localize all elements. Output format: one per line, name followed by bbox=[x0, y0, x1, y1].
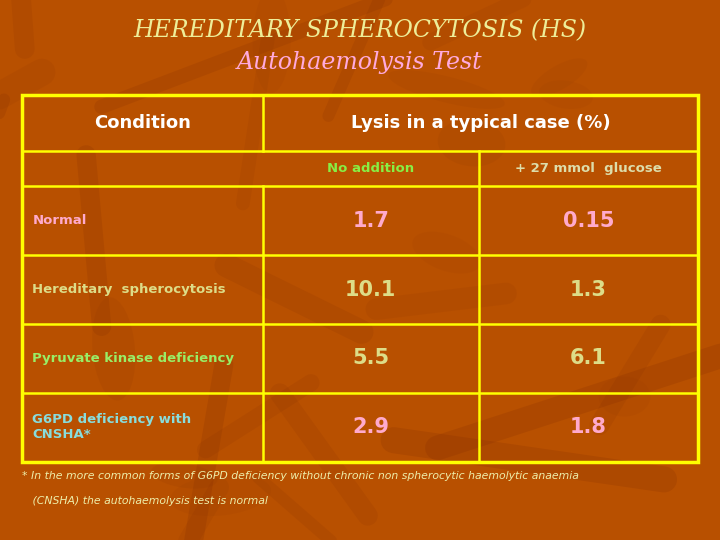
Text: * In the more common forms of G6PD deficiency without chronic non spherocytic ha: * In the more common forms of G6PD defic… bbox=[22, 471, 578, 481]
Text: + 27 mmol  glucose: + 27 mmol glucose bbox=[516, 162, 662, 176]
Text: Pyruvate kinase deficiency: Pyruvate kinase deficiency bbox=[32, 352, 235, 365]
Ellipse shape bbox=[539, 80, 593, 109]
Text: No addition: No addition bbox=[327, 162, 415, 176]
Ellipse shape bbox=[170, 474, 271, 516]
Ellipse shape bbox=[599, 376, 650, 416]
Text: Condition: Condition bbox=[94, 114, 191, 132]
Text: Autohaemolysis Test: Autohaemolysis Test bbox=[237, 51, 483, 75]
Text: 6.1: 6.1 bbox=[570, 348, 607, 368]
Ellipse shape bbox=[388, 70, 505, 109]
Text: G6PD deficiency with
CNSHA*: G6PD deficiency with CNSHA* bbox=[32, 413, 192, 441]
Text: 1.3: 1.3 bbox=[570, 280, 607, 300]
Text: 10.1: 10.1 bbox=[345, 280, 397, 300]
Text: HEREDITARY SPHEROCYTOSIS (HS): HEREDITARY SPHEROCYTOSIS (HS) bbox=[133, 19, 587, 42]
Text: 0.15: 0.15 bbox=[563, 211, 614, 231]
Ellipse shape bbox=[151, 463, 217, 489]
Ellipse shape bbox=[531, 58, 588, 97]
Ellipse shape bbox=[413, 232, 481, 274]
Text: 5.5: 5.5 bbox=[352, 348, 390, 368]
Text: Lysis in a typical case (%): Lysis in a typical case (%) bbox=[351, 114, 611, 132]
Ellipse shape bbox=[92, 298, 135, 401]
Text: 1.7: 1.7 bbox=[352, 211, 390, 231]
Text: Normal: Normal bbox=[32, 214, 87, 227]
Text: 2.9: 2.9 bbox=[352, 417, 390, 437]
Text: (CNSHA) the autohaemolysis test is normal: (CNSHA) the autohaemolysis test is norma… bbox=[22, 496, 267, 506]
Ellipse shape bbox=[438, 119, 505, 166]
Text: 1.8: 1.8 bbox=[570, 417, 607, 437]
Text: Hereditary  spherocytosis: Hereditary spherocytosis bbox=[32, 283, 226, 296]
Bar bbox=[22, 94, 698, 462]
Ellipse shape bbox=[253, 0, 291, 93]
